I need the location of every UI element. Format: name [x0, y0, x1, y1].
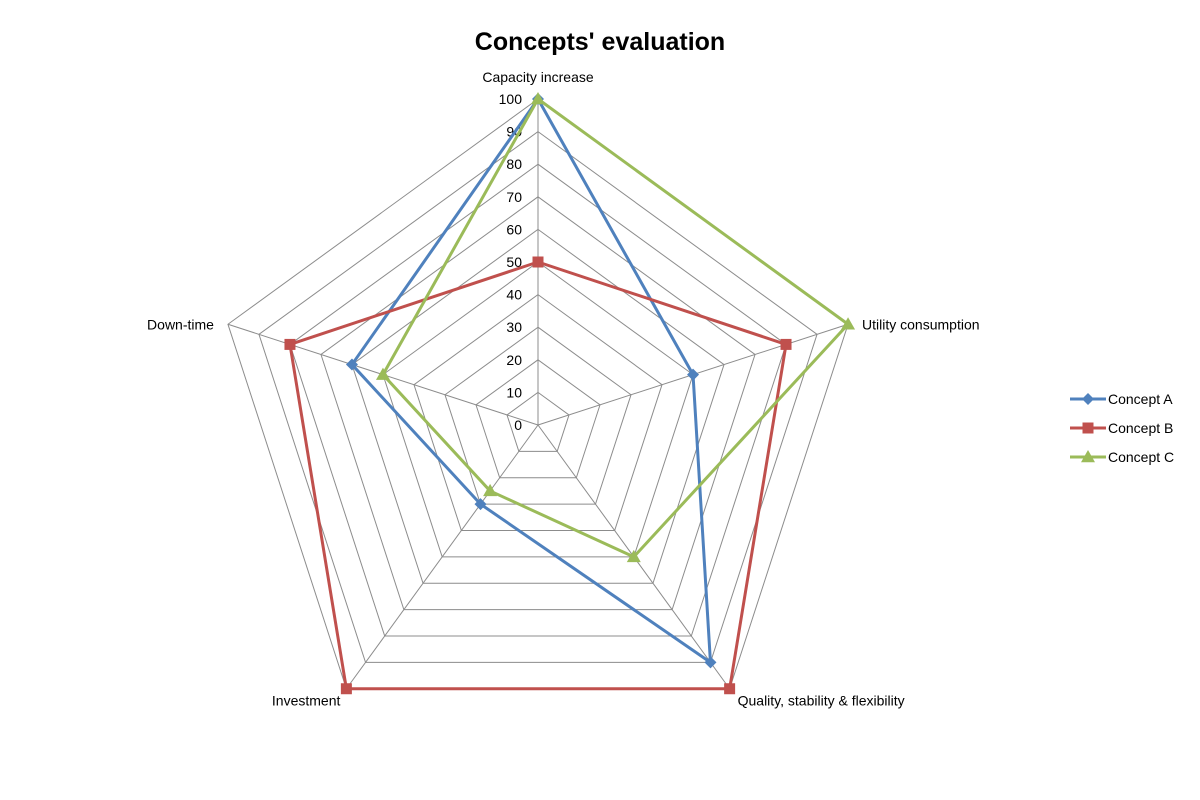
- series-1: [284, 256, 792, 695]
- grid-ring-90: [258, 130, 818, 663]
- legend: Concept A Concept B Concept C: [1070, 384, 1174, 471]
- category-label-1: Utility consumption: [862, 316, 980, 332]
- legend-marker-0: [1082, 392, 1094, 405]
- category-label-2: Quality, stability & flexibility: [738, 693, 905, 709]
- spoke-3: [345, 424, 539, 690]
- tick-label-80: 80: [506, 156, 522, 172]
- category-labels: Capacity increase Utility consumption Qual…: [147, 69, 979, 709]
- tick-label-60: 60: [506, 221, 522, 237]
- grid-ring-30: [444, 326, 632, 505]
- grid-ring-50: [382, 261, 694, 558]
- tick-label-10: 10: [506, 384, 522, 400]
- legend-marker-2: [1081, 449, 1095, 462]
- category-label-0: Capacity increase: [482, 69, 593, 85]
- category-label-4: Down-time: [147, 316, 214, 332]
- series-1-point-4: [284, 338, 296, 350]
- series-0: [345, 93, 717, 669]
- grid-ring-40: [413, 293, 663, 531]
- series-2-point-0: [531, 92, 545, 105]
- legend-swatch-1: [1070, 422, 1106, 433]
- grid-ring-10: [506, 391, 570, 452]
- tick-label-30: 30: [506, 319, 522, 335]
- legend-swatch-0: [1070, 392, 1106, 405]
- legend-item-1: Concept B: [1070, 413, 1174, 442]
- series-1-point-0: [532, 256, 544, 268]
- tick-label-40: 40: [506, 287, 522, 303]
- grid-ring-60: [351, 228, 725, 584]
- series-line-1: [288, 260, 788, 691]
- legend-label-0: Concept A: [1108, 390, 1173, 407]
- tick-label-0: 0: [514, 417, 522, 433]
- series-0-point-3: [474, 498, 487, 511]
- series-line-0: [350, 97, 712, 664]
- legend-label-1: Concept B: [1108, 419, 1174, 436]
- legend-label-2: Concept C: [1108, 448, 1175, 465]
- tick-label-70: 70: [506, 189, 522, 205]
- tick-label-20: 20: [506, 352, 522, 368]
- chart-title: Concepts' evaluation: [474, 28, 726, 56]
- series-2-point-1: [841, 317, 856, 330]
- series-0-point-2: [704, 656, 717, 669]
- series-layer: [284, 92, 856, 695]
- series-2-point-3: [483, 483, 498, 497]
- legend-item-2: Concept C: [1070, 442, 1174, 471]
- tick-label-100: 100: [499, 91, 523, 107]
- series-2: [375, 92, 856, 563]
- tick-label-50: 50: [506, 254, 522, 270]
- series-1-point-2: [724, 683, 736, 695]
- legend-marker-1: [1082, 422, 1094, 433]
- legend-swatch-2: [1070, 449, 1106, 462]
- grid-ring-70: [320, 196, 756, 611]
- grid-ring-80: [289, 163, 787, 637]
- series-0-point-4: [345, 358, 358, 371]
- grid-ring-20: [475, 359, 601, 479]
- series-1-point-3: [340, 683, 352, 695]
- radar-spokes: [227, 99, 849, 690]
- series-2-point-4: [375, 367, 390, 380]
- series-line-2: [381, 97, 850, 559]
- series-1-point-1: [780, 338, 792, 350]
- series-0-point-1: [687, 368, 700, 381]
- category-label-3: Investment: [272, 693, 341, 709]
- series-2-point-2: [626, 549, 641, 563]
- legend-item-0: Concept A: [1070, 384, 1174, 413]
